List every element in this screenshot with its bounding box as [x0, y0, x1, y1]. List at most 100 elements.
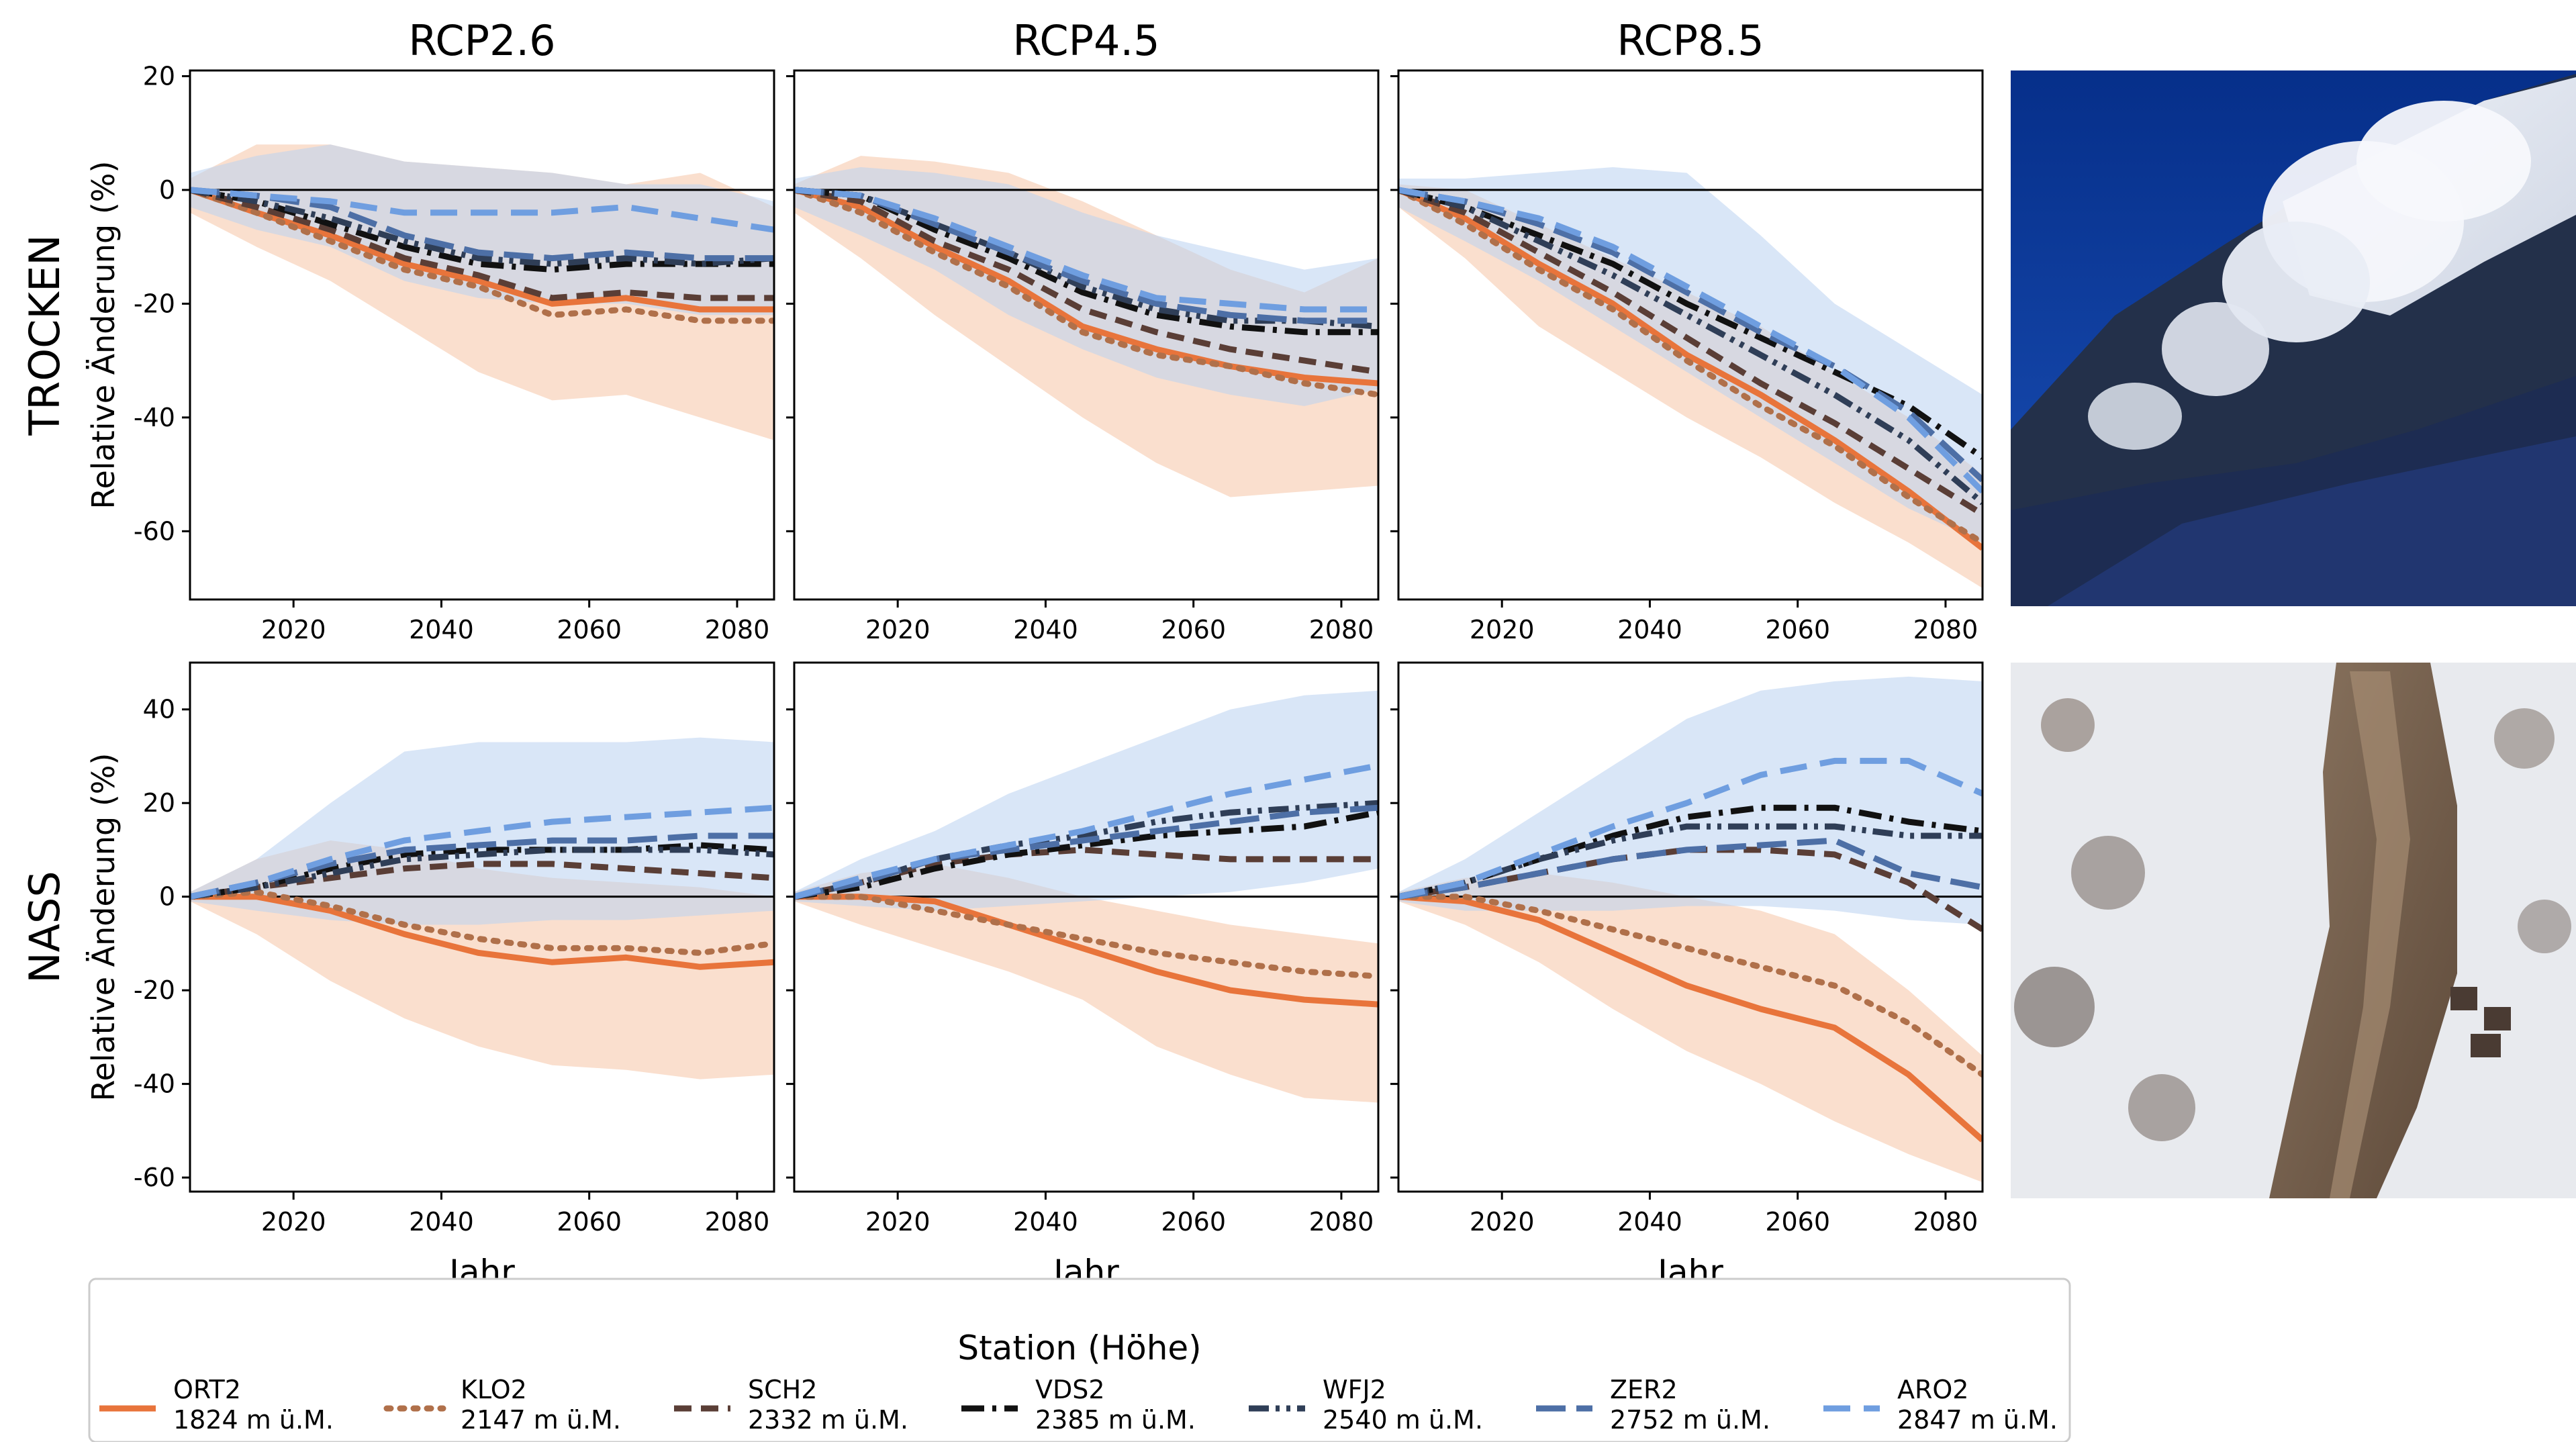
- row-title-trocken: TROCKEN: [20, 234, 69, 436]
- column-title-rcp26: RCP2.6: [408, 16, 555, 65]
- series-line-klo2: [794, 187, 1378, 398]
- x-tick-label: 2040: [1617, 1207, 1682, 1237]
- series-line-ort2: [794, 187, 1378, 387]
- y-tick-label: -40: [134, 403, 175, 432]
- legend-station-name: VDS2: [1035, 1375, 1105, 1404]
- column-title-rcp85: RCP8.5: [1617, 16, 1764, 65]
- series-line-wfj2: [794, 800, 1378, 900]
- y-tick-label: 0: [159, 882, 175, 912]
- x-tick-label: 2080: [705, 1207, 770, 1237]
- row-title-nass: NASS: [20, 871, 69, 983]
- series-line-ort2: [190, 894, 774, 970]
- band-aro2: [190, 144, 774, 316]
- series-line-ort2: [794, 894, 1378, 1008]
- x-tick-label: 2060: [1161, 1207, 1226, 1237]
- x-tick-label: 2020: [261, 615, 326, 644]
- series-line-zer2: [1398, 837, 1983, 900]
- series-line-ort2: [1398, 894, 1983, 1143]
- x-tick-label: 2020: [865, 1207, 931, 1237]
- panel-nass-rcp4-5: 2020 2040 2060 2080: [786, 661, 1380, 1237]
- x-tick-label: 2060: [1161, 615, 1226, 644]
- x-tick-label: 2060: [557, 615, 622, 644]
- panel-frame: [1397, 69, 1984, 601]
- x-tick-label: 2060: [557, 1207, 622, 1237]
- x-tick-label: 2020: [865, 615, 931, 644]
- band-ort2: [1398, 184, 1983, 589]
- series-line-aro2: [1398, 187, 1983, 494]
- band-ort2: [794, 863, 1378, 1103]
- x-tick-label: 2020: [1470, 615, 1535, 644]
- plot-area: [190, 144, 774, 440]
- plot-area: [794, 690, 1378, 1103]
- x-tick-label: 2040: [1013, 1207, 1078, 1237]
- series-line-wfj2: [190, 847, 774, 900]
- x-tick-label: 2080: [705, 615, 770, 644]
- series-line-wfj2: [190, 187, 774, 267]
- panel-frame: [189, 69, 775, 601]
- series-line-zer2: [794, 804, 1378, 900]
- series-line-aro2: [190, 187, 774, 233]
- x-tick-label: 2040: [409, 615, 474, 644]
- legend-station-elevation: 2385 m ü.M.: [1035, 1405, 1196, 1435]
- legend-station-elevation: 2540 m ü.M.: [1323, 1405, 1483, 1435]
- y-tick-label: -60: [134, 516, 175, 546]
- series-line-sch2: [190, 861, 774, 900]
- y-tick-label: 20: [143, 61, 175, 91]
- panel-trocken-rcp8-5: 2020 2040 2060 2080: [1390, 69, 1984, 644]
- series-line-aro2: [794, 187, 1378, 313]
- series-line-sch2: [1398, 187, 1983, 517]
- series-line-ort2: [1398, 187, 1983, 551]
- series-line-klo2: [794, 894, 1378, 979]
- x-tick-label: 2020: [1470, 1207, 1535, 1237]
- x-tick-label: 2080: [1913, 615, 1978, 644]
- series-line-vds2: [794, 809, 1378, 900]
- y-axis-label: Relative Änderung (%): [85, 161, 122, 510]
- series-line-klo2: [1398, 187, 1983, 546]
- series-line-aro2: [1398, 757, 1983, 900]
- panel-frame: [1397, 661, 1984, 1193]
- series-line-sch2: [794, 187, 1378, 375]
- series-line-klo2: [1398, 894, 1983, 1078]
- series-line-wfj2: [1398, 823, 1983, 900]
- series-line-klo2: [190, 187, 774, 324]
- plot-area: [794, 156, 1378, 497]
- y-tick-label: -40: [134, 1069, 175, 1099]
- y-tick-label: 40: [143, 695, 175, 724]
- y-tick-label: -20: [134, 975, 175, 1005]
- legend-station-name: ARO2: [1897, 1375, 1969, 1404]
- panel-frame: [793, 69, 1380, 601]
- y-tick-label: 20: [143, 788, 175, 818]
- x-tick-label: 2080: [1913, 1207, 1978, 1237]
- y-tick-label: -20: [134, 289, 175, 318]
- plot-area: [1398, 167, 1983, 589]
- x-tick-label: 2020: [261, 1207, 326, 1237]
- x-tick-label: 2040: [1617, 615, 1682, 644]
- plot-area: [1398, 676, 1983, 1183]
- series-line-wfj2: [794, 187, 1378, 330]
- series-line-vds2: [190, 842, 774, 900]
- panel-frame: [189, 661, 775, 1193]
- x-tick-label: 2080: [1309, 615, 1374, 644]
- wet-avalanche-photo: [2011, 663, 2576, 1198]
- series-line-aro2: [794, 762, 1378, 900]
- series-line-vds2: [190, 187, 774, 273]
- panel-frame: [793, 661, 1380, 1193]
- series-line-sch2: [190, 187, 774, 301]
- series-line-aro2: [190, 804, 774, 900]
- y-tick-label: -60: [134, 1163, 175, 1192]
- panel-nass-rcp2-6: 2020 2040 2060 2080 40 20 0 -20 -40 -60: [134, 661, 775, 1237]
- plot-area: [190, 737, 774, 1079]
- band-ort2: [1398, 873, 1983, 1183]
- x-tick-label: 2060: [1765, 615, 1830, 644]
- x-tick-label: 2040: [1013, 615, 1078, 644]
- x-tick-label: 2040: [409, 1207, 474, 1237]
